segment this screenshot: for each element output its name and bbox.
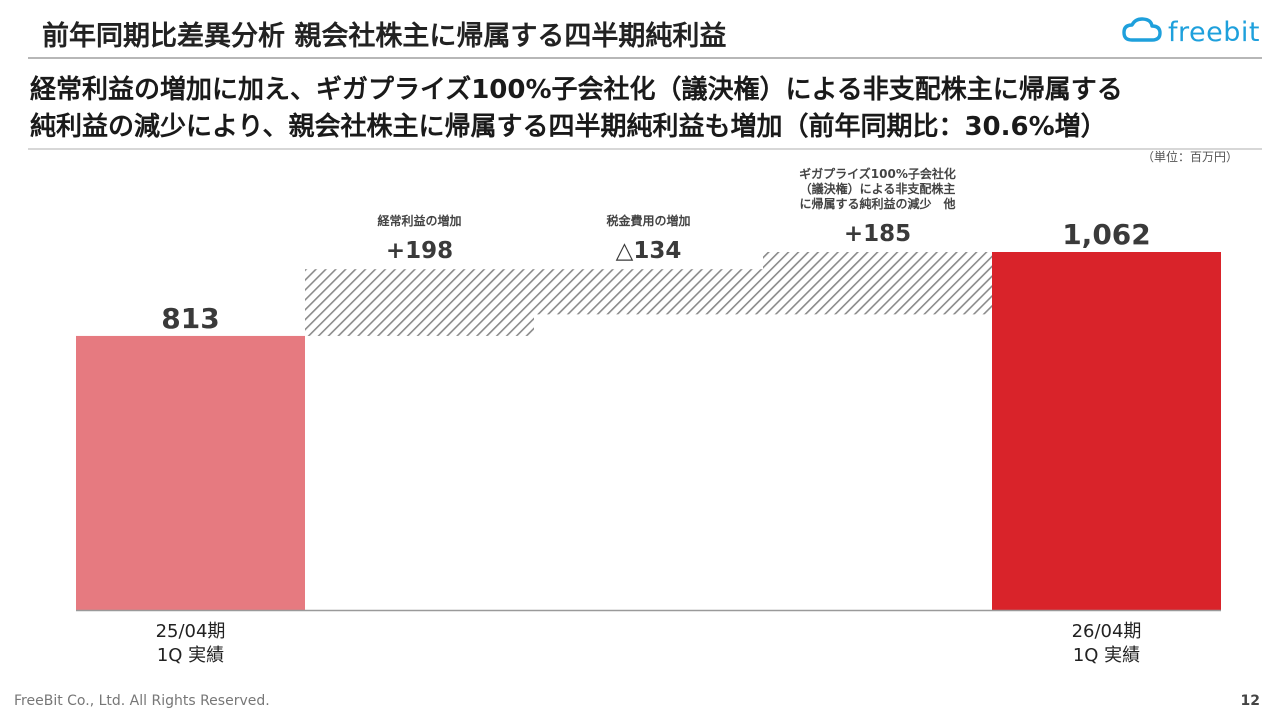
subtitle-divider — [28, 148, 1262, 150]
bar-delta-2 — [534, 269, 763, 315]
copyright: FreeBit Co., Ltd. All Rights Reserved. — [14, 693, 270, 709]
title-divider — [28, 57, 1262, 59]
bar-total-0 — [76, 335, 305, 610]
unit-label: （単位：百万円） — [1141, 150, 1238, 164]
data-label-1: +198 — [386, 238, 453, 264]
data-label-2: △134 — [616, 238, 682, 264]
category-label-4-1: 1Q 実績 — [1073, 645, 1140, 666]
page-number: 12 — [1240, 693, 1260, 709]
subtitle-line-1: 経常利益の増加に加え、ギガプライズ100%子会社化（議決権）による非支配株主に帰… — [30, 75, 1123, 105]
delta-description-3-0: ギガプライズ100%子会社化 — [799, 166, 956, 181]
data-label-4: 1,062 — [1062, 218, 1151, 251]
category-label-4-0: 26/04期 — [1072, 621, 1142, 642]
subtitle-line-2: 純利益の減少により、親会社株主に帰属する四半期純利益も増加（前年同期比：30.6… — [30, 112, 1107, 142]
cloud-icon — [1122, 17, 1162, 47]
category-label-0-1: 1Q 実績 — [157, 645, 224, 666]
delta-description-3-1: （議決権）による非支配株主 — [800, 181, 956, 196]
bar-total-4 — [992, 252, 1221, 610]
bar-delta-1 — [305, 269, 534, 336]
subtitle: 経常利益の増加に加え、ギガプライズ100%子会社化（議決権）による非支配株主に帰… — [30, 72, 1123, 146]
data-label-0: 813 — [161, 302, 219, 335]
delta-description-2-0: 税金費用の増加 — [606, 213, 690, 228]
data-label-3: +185 — [844, 221, 911, 247]
bar-delta-3 — [763, 252, 992, 315]
delta-description-1-0: 経常利益の増加 — [377, 213, 461, 228]
category-label-0-0: 25/04期 — [156, 621, 226, 642]
logo-text: freebit — [1168, 16, 1260, 48]
logo: freebit — [1122, 14, 1260, 50]
page-title: 前年同期比差異分析 親会社株主に帰属する四半期純利益 — [42, 21, 727, 52]
delta-description-3-2: に帰属する純利益の減少 他 — [799, 196, 955, 211]
